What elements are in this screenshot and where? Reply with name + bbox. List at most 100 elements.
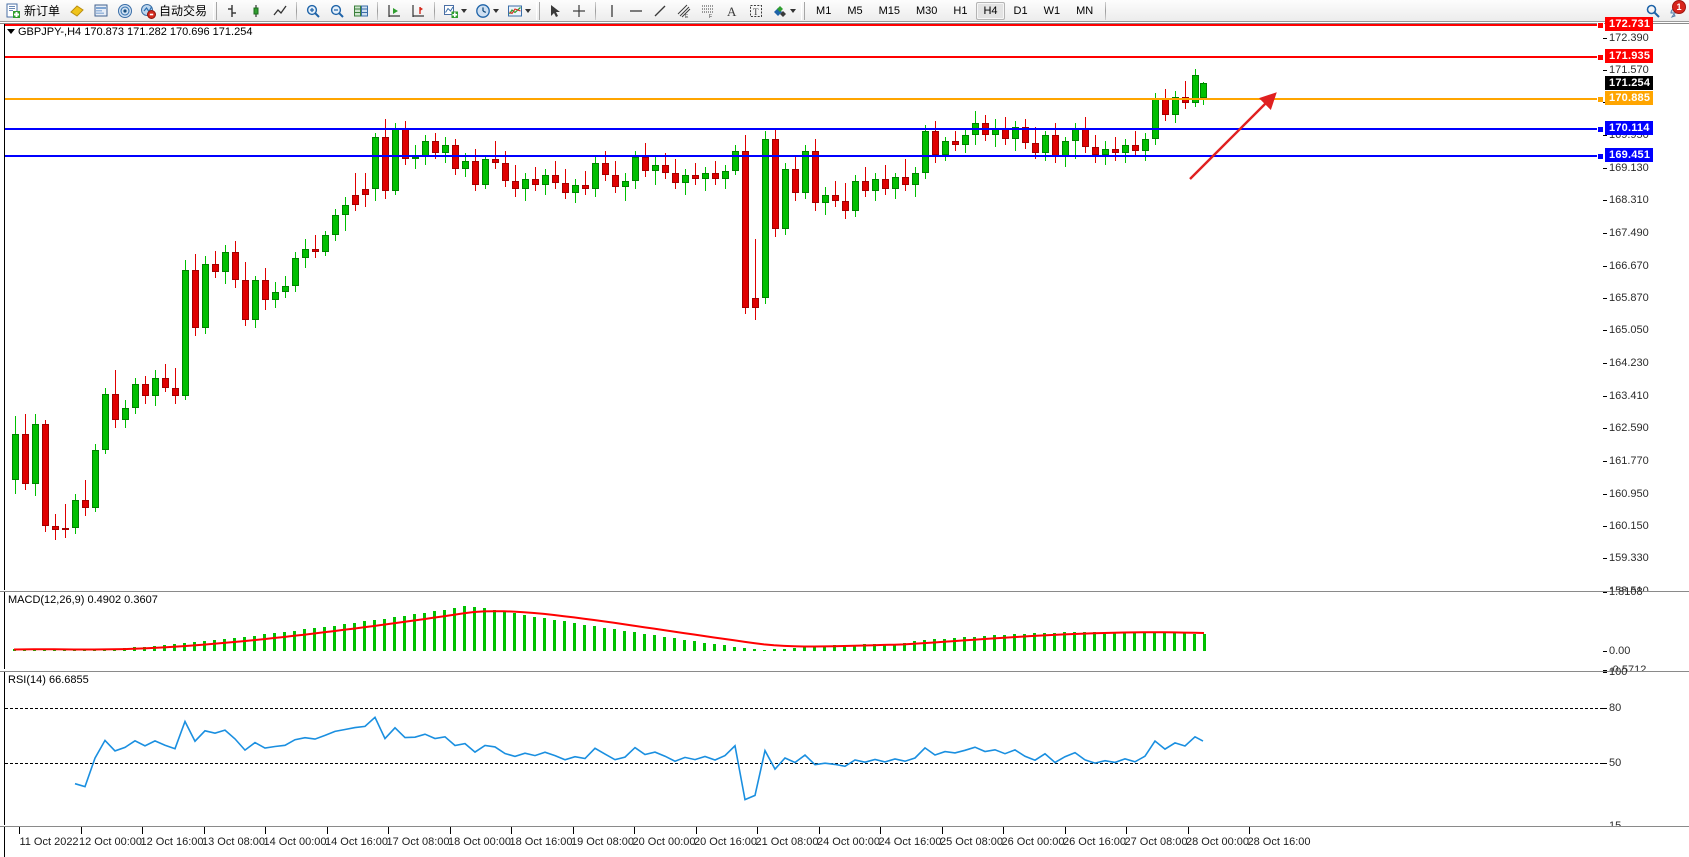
- price-axis-tick: 161.770: [1603, 455, 1649, 468]
- time-axis-ticks: 11 Oct 2022 12 Oct 00:00 12 Oct 16:00 13 Oc…: [4, 827, 1603, 857]
- macd-histogram-bar: [1153, 632, 1156, 652]
- vertical-line-button[interactable]: [601, 1, 623, 21]
- timeframe-m30[interactable]: M30: [916, 4, 938, 17]
- notifications-button[interactable]: 1: [1666, 0, 1686, 20]
- candle-body-down: [712, 172, 719, 179]
- price-level-label-current-price: 171.254: [1605, 75, 1654, 90]
- macd-histogram-bar: [603, 627, 606, 652]
- price-level-line-resistance[interactable]: [5, 53, 1604, 61]
- candle-body-up: [1172, 97, 1179, 115]
- price-level-line-support[interactable]: [5, 152, 1604, 160]
- search-button[interactable]: [1642, 1, 1664, 21]
- timeframe-h4[interactable]: H4: [976, 1, 1005, 20]
- templates-button[interactable]: [504, 1, 534, 21]
- zoom-out-button[interactable]: [326, 1, 348, 21]
- timeframe-d1[interactable]: D1: [1013, 4, 1028, 17]
- toolbar-grip[interactable]: [536, 1, 541, 20]
- fibonacci-button[interactable]: F: [697, 1, 719, 21]
- timeframe-m15[interactable]: M15: [878, 4, 900, 17]
- macd-histogram-bar: [493, 610, 496, 652]
- auto-trading-button[interactable]: 自动交易: [138, 1, 211, 21]
- chart-shift-button[interactable]: [407, 1, 429, 21]
- toolbar-grip[interactable]: [213, 1, 218, 20]
- macd-histogram-bar: [1203, 634, 1206, 652]
- chevron-down-icon[interactable]: [461, 8, 468, 13]
- candle-wick: [705, 166, 706, 191]
- period-button[interactable]: [472, 1, 502, 21]
- candle-body-down: [692, 174, 699, 179]
- macd-pane[interactable]: MACD(12,26,9) 0.4902 0.3607 1.8108 0.00 -0…: [0, 586, 1689, 676]
- macd-histogram-bar: [873, 643, 876, 652]
- price-axis[interactable]: 172.390171.570170.770169.950169.130168.3…: [1603, 17, 1689, 597]
- macd-histogram-bar: [1103, 631, 1106, 652]
- auto-scroll-icon: [386, 3, 402, 19]
- rsi-axis[interactable]: 100805015: [1602, 666, 1689, 832]
- macd-axis[interactable]: 1.8108 0.00 -0.5712: [1602, 586, 1689, 676]
- cursor-button[interactable]: [544, 1, 566, 21]
- chevron-down-icon[interactable]: [790, 8, 797, 13]
- rsi-plot-area[interactable]: [4, 672, 1603, 825]
- price-axis-tick: 172.390: [1603, 31, 1649, 44]
- price-chart-pane[interactable]: GBPJPY-,H4 170.873 171.282 170.696 171.2…: [0, 17, 1689, 597]
- time-axis-tick: 26 Oct 00:00: [1001, 836, 1065, 848]
- candle-body-up: [622, 180, 629, 187]
- rsi-pane[interactable]: RSI(14) 66.6855 100805015: [0, 666, 1689, 832]
- candle-body-up: [782, 168, 789, 229]
- indicators-button[interactable]: [440, 1, 470, 21]
- terminal-button[interactable]: [90, 1, 112, 21]
- equidistant-channel-button[interactable]: E: [673, 1, 695, 21]
- line-chart-button[interactable]: [269, 1, 291, 21]
- macd-histogram-bar: [533, 616, 536, 652]
- symbol-collapse-icon[interactable]: [7, 29, 15, 34]
- chevron-down-icon[interactable]: [525, 8, 532, 13]
- chevron-down-icon[interactable]: [493, 8, 500, 13]
- profile-icon: [69, 3, 85, 19]
- candle-body-down: [1112, 148, 1119, 153]
- macd-histogram-bar: [1193, 633, 1196, 652]
- search-icon: [1645, 3, 1661, 19]
- price-level-line-pivot[interactable]: [5, 95, 1604, 103]
- toolbar-grip[interactable]: [801, 1, 806, 20]
- macd-histogram-bar: [543, 618, 546, 652]
- text-button[interactable]: A: [721, 1, 743, 21]
- signals-button[interactable]: [114, 1, 136, 21]
- macd-plot-area[interactable]: [4, 592, 1603, 669]
- time-axis-separator: [1187, 827, 1189, 834]
- time-axis[interactable]: 11 Oct 2022 12 Oct 00:00 12 Oct 16:00 13 Oc…: [0, 826, 1689, 857]
- templates-icon: [507, 3, 523, 19]
- profile-button[interactable]: [66, 1, 88, 21]
- trend-line-button[interactable]: [649, 1, 671, 21]
- candle-body-down: [952, 140, 959, 145]
- data-window-button[interactable]: [350, 1, 372, 21]
- fibonacci-icon: F: [700, 3, 716, 19]
- zoom-in-button[interactable]: [302, 1, 324, 21]
- timeframe-h1[interactable]: H1: [953, 4, 968, 17]
- horizontal-line-button[interactable]: [625, 1, 647, 21]
- crosshair-button[interactable]: [568, 1, 590, 21]
- macd-histogram-bar: [553, 619, 556, 652]
- timeframe-m5[interactable]: M5: [847, 4, 863, 17]
- macd-histogram-bar: [973, 636, 976, 652]
- candle-body-down: [452, 144, 459, 169]
- data-window-icon: [353, 3, 369, 19]
- macd-histogram-bar: [583, 624, 586, 652]
- candle-body-down: [82, 499, 89, 508]
- price-axis-tick: 171.570: [1603, 64, 1649, 77]
- auto-scroll-button[interactable]: [383, 1, 405, 21]
- candle-body-up: [132, 384, 139, 408]
- macd-histogram-bar: [323, 626, 326, 652]
- price-plot-area[interactable]: [4, 22, 1604, 590]
- bar-chart-button[interactable]: [221, 1, 243, 21]
- text-label-button[interactable]: T: [745, 1, 767, 21]
- candle-body-up: [1042, 134, 1049, 153]
- timeframe-m1[interactable]: M1: [816, 4, 832, 17]
- price-level-line-support[interactable]: [5, 126, 1604, 134]
- timeframe-mn[interactable]: MN: [1076, 4, 1094, 17]
- shapes-button[interactable]: [769, 1, 799, 21]
- timeframe-w1[interactable]: W1: [1043, 4, 1061, 17]
- new-order-button[interactable]: 新订单: [3, 1, 64, 21]
- candlestick-chart-button[interactable]: [245, 1, 267, 21]
- price-axis-tick: 169.130: [1603, 161, 1649, 174]
- price-level-label-support: 169.451: [1605, 147, 1654, 162]
- macd-histogram-bar: [1123, 631, 1126, 652]
